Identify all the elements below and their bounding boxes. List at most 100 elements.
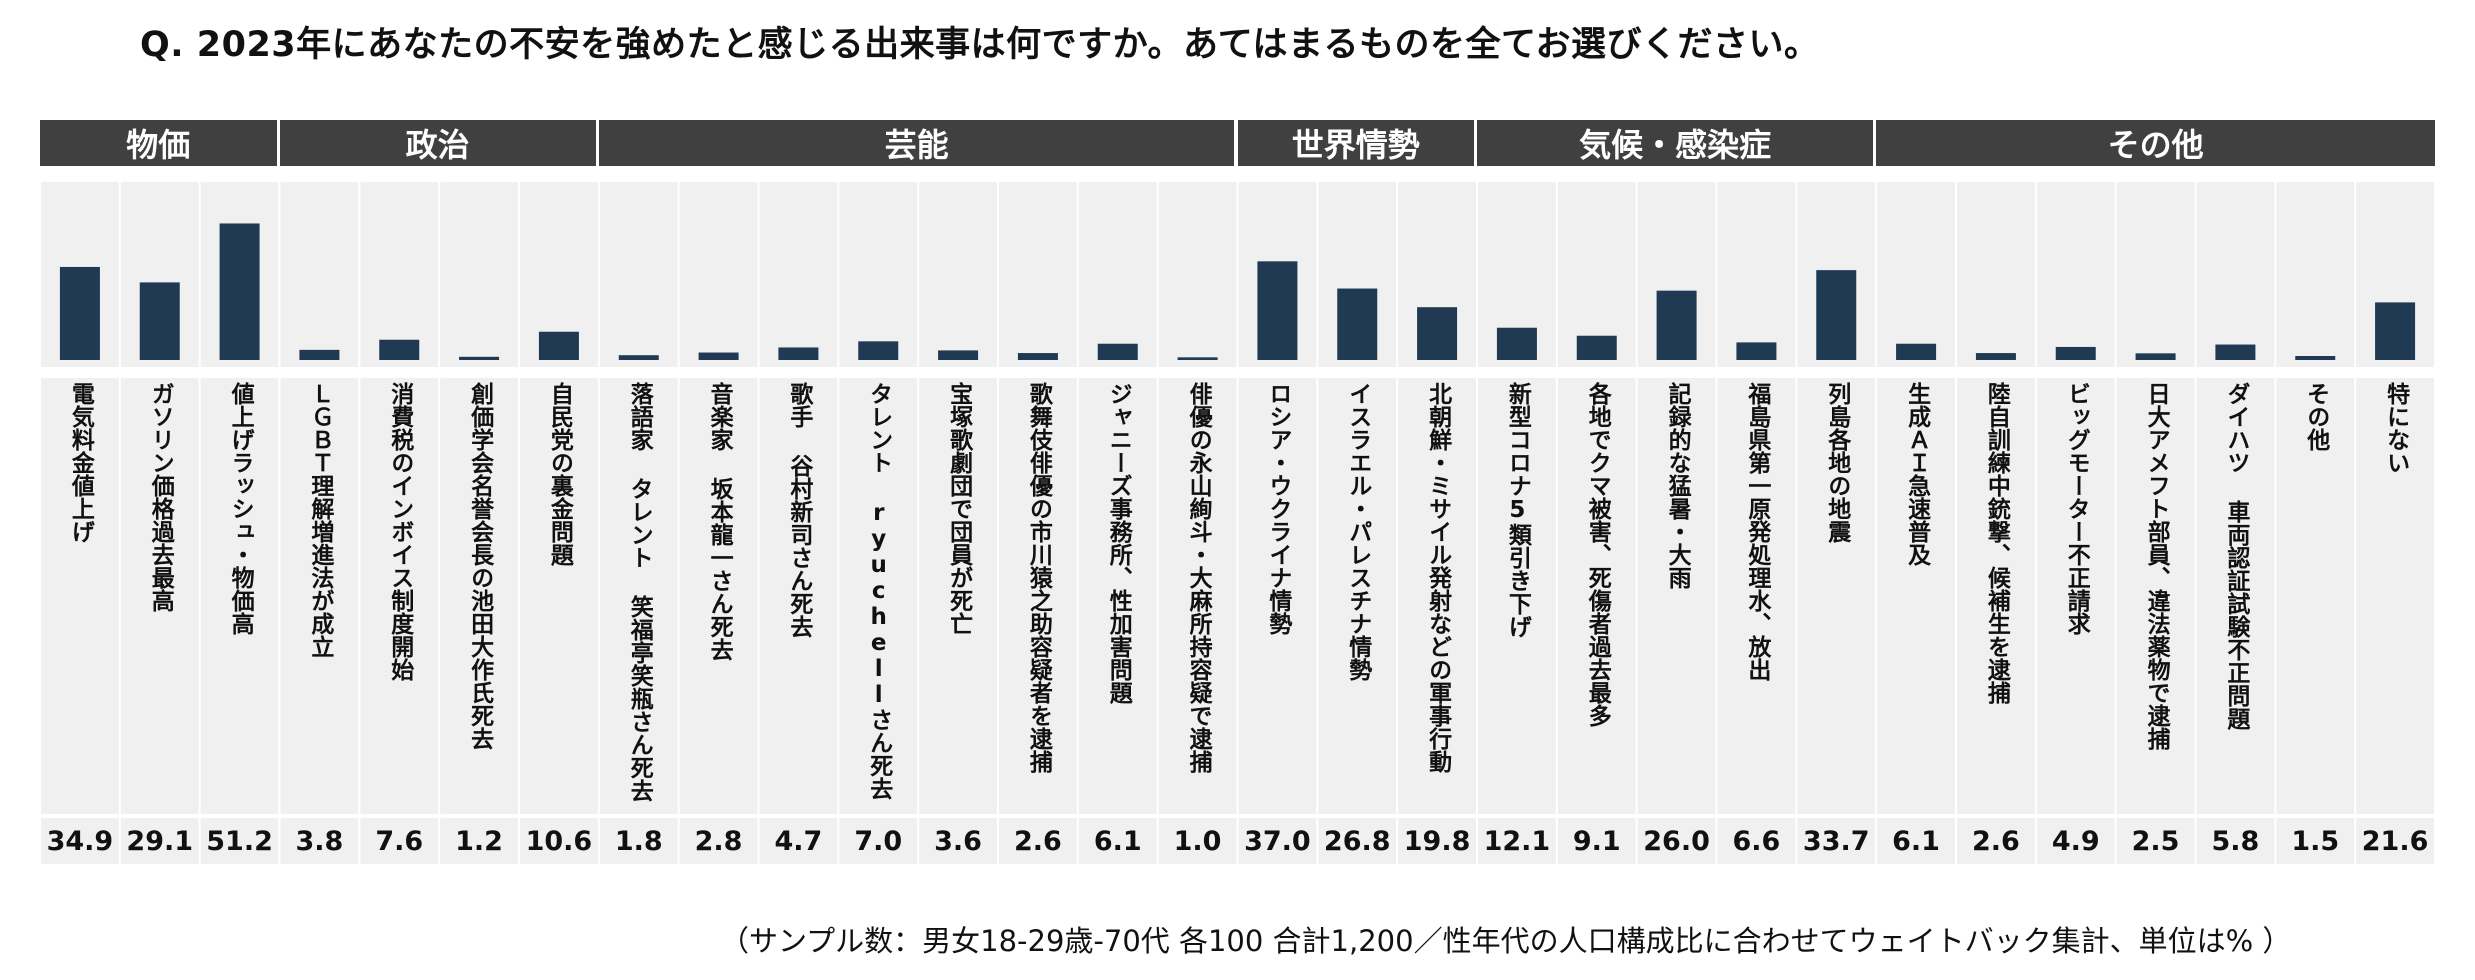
value-label-10: 7.0	[854, 825, 903, 857]
category-label-text: ジャニーズ事務所、性加害問題	[1105, 382, 1132, 704]
category-group-header: 物価 政治 芸能 世界情勢 気候・感染症 その他	[40, 120, 2435, 166]
value-label-26: 2.5	[2131, 825, 2180, 857]
value-label-16: 26.8	[1323, 825, 1391, 857]
column-band	[999, 182, 1077, 367]
value-label-13: 6.1	[1093, 825, 1142, 857]
column-band	[41, 818, 119, 864]
category-label-1: ガソリン価格過去最高	[120, 382, 200, 810]
column-band	[999, 378, 1077, 814]
column-band	[440, 378, 518, 814]
category-label-text: 創価学会名誉会長の池田大作氏死去	[466, 382, 493, 750]
value-label-17: 19.8	[1403, 825, 1471, 857]
category-label-11: 宝塚歌劇団で団員が死亡	[918, 382, 998, 810]
bar-chart-svg	[41, 182, 2434, 864]
bar-3	[299, 349, 340, 360]
value-label-27: 5.8	[2211, 825, 2260, 857]
category-label-text: タレント ryuchellさん死去	[865, 382, 892, 800]
group-header-5: その他	[1876, 120, 2435, 166]
column-band	[1478, 378, 1556, 814]
group-header-0: 物価	[40, 120, 277, 166]
group-header-3: 世界情勢	[1237, 120, 1474, 166]
value-label-12: 2.6	[1013, 825, 1062, 857]
value-label-0: 34.9	[46, 825, 114, 857]
column-band	[2196, 378, 2275, 814]
column-band	[839, 378, 918, 814]
column-band	[1717, 818, 1796, 864]
column-band	[839, 818, 918, 864]
column-band	[1078, 818, 1157, 864]
column-band	[360, 818, 439, 864]
category-label-text: ガソリン価格過去最高	[147, 382, 174, 612]
category-label-text: 値上げラッシュ・物価高	[227, 382, 254, 635]
group-header-4: 気候・感染症	[1477, 120, 1874, 166]
column-band	[1238, 818, 1317, 864]
value-label-4: 7.6	[375, 825, 424, 857]
column-band	[759, 378, 838, 814]
column-band	[1318, 378, 1397, 814]
category-label-28: その他	[2275, 382, 2355, 810]
category-label-25: ビッグモーター不正請求	[2036, 382, 2116, 810]
bar-24	[1975, 353, 2016, 360]
column-band	[599, 182, 678, 367]
value-label-6: 10.6	[525, 825, 593, 857]
column-band	[200, 378, 279, 814]
bar-9	[778, 347, 819, 360]
column-band	[2196, 182, 2275, 367]
column-band	[280, 378, 359, 814]
category-label-5: 創価学会名誉会長の池田大作氏死去	[439, 382, 519, 810]
column-band	[120, 818, 199, 864]
value-label-21: 6.6	[1732, 825, 1781, 857]
column-band	[1877, 182, 1955, 367]
column-band	[2116, 182, 2195, 367]
category-label-text: 陸自訓練中銃撃、候補生を逮捕	[1983, 382, 2010, 704]
column-band	[360, 182, 439, 367]
category-label-text: ビッグモーター不正請求	[2063, 382, 2090, 635]
column-band	[1158, 378, 1237, 814]
bar-21	[1736, 342, 1777, 360]
column-band	[1877, 378, 1955, 814]
category-label-19: 各地でクマ被害、死傷者過去最多	[1557, 382, 1637, 810]
column-band	[360, 378, 439, 814]
column-band	[1238, 378, 1317, 814]
value-label-29: 21.6	[2361, 825, 2429, 857]
bar-22	[1816, 270, 1857, 360]
value-label-25: 4.9	[2051, 825, 2100, 857]
column-band	[1557, 378, 1636, 814]
category-label-10: タレント ryuchellさん死去	[838, 382, 918, 810]
column-band	[919, 818, 997, 864]
column-band	[599, 378, 678, 814]
column-band	[1717, 182, 1796, 367]
value-label-1: 29.1	[126, 825, 194, 857]
category-label-27: ダイハツ 車両認証試験不正問題	[2196, 382, 2276, 810]
category-label-3: ＬＧＢＴ理解増進法が成立	[280, 382, 360, 810]
bar-27	[2215, 344, 2256, 360]
category-label-text: 生成ＡＩ急速普及	[1903, 382, 1930, 566]
column-band	[1158, 818, 1237, 864]
bar-4	[379, 339, 420, 360]
bar-13	[1097, 343, 1138, 360]
column-band	[679, 818, 758, 864]
value-label-23: 6.1	[1892, 825, 1940, 857]
column-band	[1957, 182, 2035, 367]
category-label-26: 日大アメフト部員、違法薬物で逮捕	[2116, 382, 2196, 810]
column-band	[2036, 818, 2115, 864]
category-label-text: 北朝鮮・ミサイル発射などの軍事行動	[1424, 382, 1451, 773]
category-label-text: 歌舞伎俳優の市川猿之助容疑者を逮捕	[1025, 382, 1052, 773]
column-band	[1797, 818, 1876, 864]
column-band	[280, 182, 359, 367]
column-band	[1877, 818, 1955, 864]
category-label-text: 俳優の永山絢斗・大麻所持容疑で逮捕	[1185, 382, 1212, 773]
value-label-8: 2.8	[694, 825, 743, 857]
group-header-2: 芸能	[598, 120, 1235, 166]
column-band	[2276, 818, 2355, 864]
column-band	[1717, 378, 1796, 814]
column-band	[839, 182, 918, 367]
column-band	[520, 378, 598, 814]
category-label-text: その他	[2302, 382, 2329, 451]
bar-15	[1257, 261, 1298, 360]
category-label-text: 新型コロナ5類引き下げ	[1504, 382, 1531, 638]
column-band	[1957, 378, 2035, 814]
category-label-0: 電気料金値上げ	[40, 382, 120, 810]
value-label-9: 4.7	[774, 825, 823, 857]
bar-chart: 電気料金値上げ 34.9 ガソリン価格過去最高 29.1 値上げラッシュ・物価高 51.2…	[40, 182, 2435, 867]
